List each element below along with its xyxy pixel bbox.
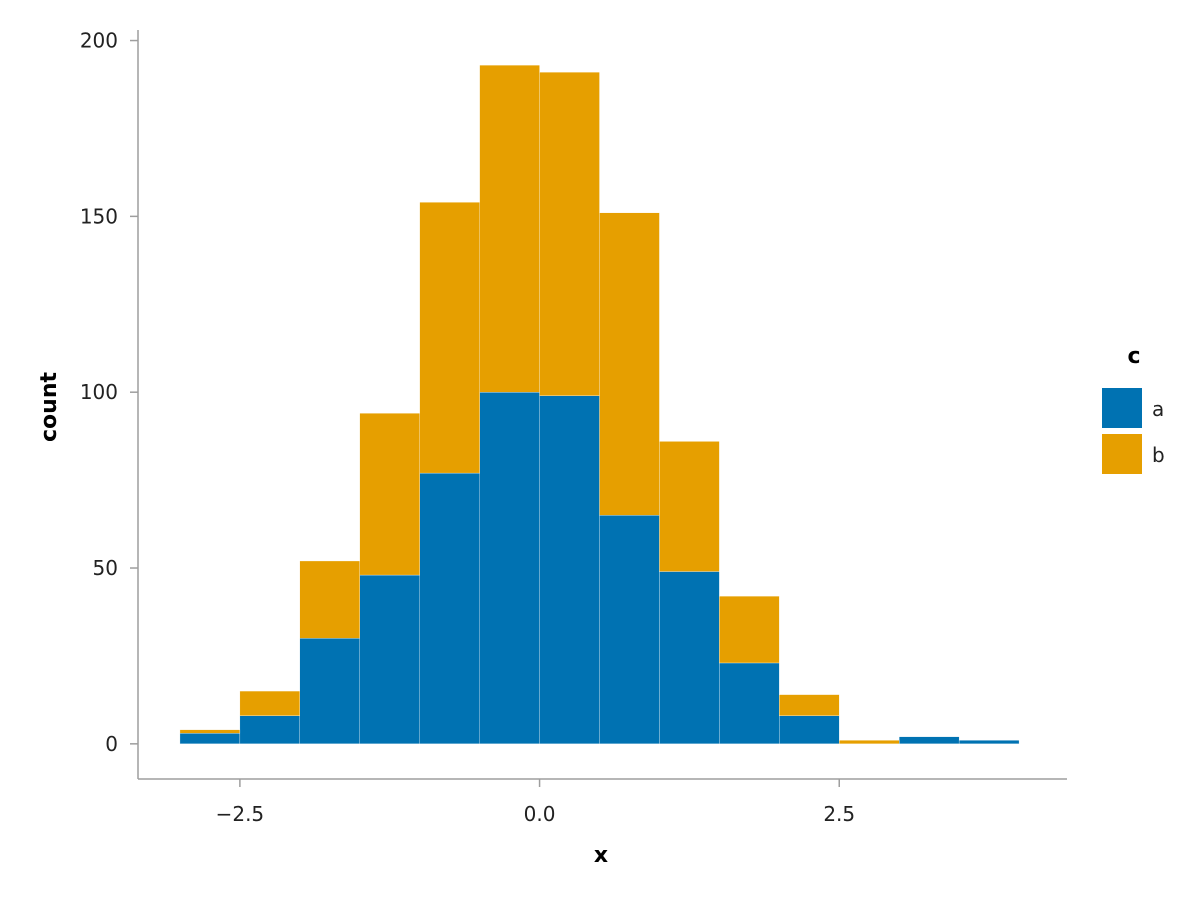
y-tick-label-1: 50 <box>93 556 118 580</box>
y-tick-label-2: 100 <box>80 380 118 404</box>
x-axis-ticks: −2.5 0.0 2.5 <box>216 779 855 826</box>
legend-swatch-a <box>1102 388 1142 428</box>
bar-a-bin-1 <box>239 715 300 744</box>
bar-a-bin-8 <box>659 571 720 744</box>
y-tick-label-3: 150 <box>80 204 118 228</box>
x-axis-title: x <box>594 843 608 868</box>
y-axis-ticks: 0 50 100 150 200 <box>80 29 138 756</box>
bar-b-bin-11 <box>839 740 900 744</box>
y-tick-label-4: 200 <box>80 29 118 53</box>
bar-b-bin-6 <box>539 72 600 396</box>
bar-b-bin-10 <box>779 694 840 716</box>
legend-title: c <box>1127 344 1140 369</box>
bar-b-bin-8 <box>659 441 720 572</box>
legend: c ab <box>1102 344 1165 474</box>
bar-b-bin-7 <box>599 212 660 516</box>
bar-a-bin-2 <box>299 638 360 744</box>
legend-label-a: a <box>1152 397 1164 421</box>
bar-a-bin-7 <box>599 515 660 744</box>
x-tick-label-0: −2.5 <box>216 802 265 826</box>
bar-a-bin-4 <box>419 472 480 744</box>
bar-a-bin-0 <box>179 733 241 744</box>
x-tick-label-1: 0.0 <box>524 802 556 826</box>
bar-b-bin-2 <box>299 560 360 639</box>
bar-a-bin-3 <box>359 574 420 744</box>
bar-b-bin-4 <box>419 202 480 474</box>
bar-b-bin-0 <box>179 729 241 734</box>
y-axis-title: count <box>37 372 62 442</box>
bar-b-bin-1 <box>239 690 300 716</box>
bar-b-bin-3 <box>359 413 420 576</box>
legend-label-b: b <box>1152 443 1165 467</box>
bar-a-bin-6 <box>539 395 600 744</box>
y-tick-label-0: 0 <box>105 732 118 756</box>
bar-b-bin-9 <box>719 596 780 664</box>
bar-a-bin-13 <box>958 740 1020 744</box>
bar-a-bin-12 <box>899 736 960 744</box>
bars-group <box>179 65 1020 744</box>
legend-swatch-b <box>1102 434 1142 474</box>
bar-b-bin-5 <box>479 65 540 393</box>
bar-a-bin-10 <box>779 715 840 744</box>
bar-a-bin-5 <box>479 392 540 744</box>
x-tick-label-2: 2.5 <box>823 802 855 826</box>
bar-a-bin-9 <box>719 662 780 744</box>
